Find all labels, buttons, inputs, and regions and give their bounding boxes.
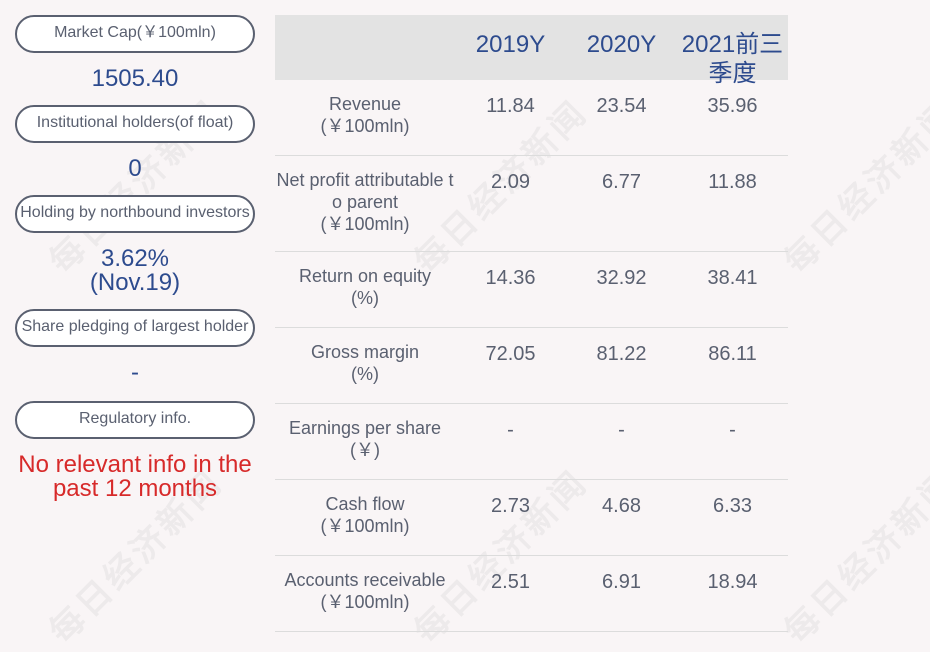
cell-2019: -: [507, 419, 514, 441]
table-row: Net profit attributable t o parent (￥100…: [275, 156, 788, 252]
metric-line: (%): [351, 288, 379, 308]
cell-2020: 32.92: [596, 267, 647, 289]
cell-2019: 2.09: [491, 171, 530, 193]
table-row: Gross margin (%) 72.05 81.22 86.11: [275, 328, 788, 404]
cell-2021q3: 35.96: [707, 95, 758, 117]
cell-2020: 6.91: [602, 571, 641, 593]
cell-2019: 2.73: [491, 495, 530, 517]
cell-2021q3: -: [729, 419, 736, 441]
metric-line: Cash flow: [325, 494, 405, 514]
share-pledging-value: -: [131, 359, 139, 386]
metric-line: (￥100mln): [320, 516, 410, 536]
regulatory-info-value: No relevant info in the: [18, 451, 252, 478]
northbound-holding-value: 3.62%: [100, 245, 170, 272]
cell-2019: 14.36: [485, 267, 536, 289]
cell-2020: 4.68: [602, 495, 641, 517]
metric-label: Return on equity (%): [275, 265, 455, 309]
cell-2020: 81.22: [596, 343, 647, 365]
metric-line: Return on equity: [298, 266, 432, 286]
metric-label: Earnings per share (￥): [275, 417, 455, 461]
header-2021q3-line2: 季度: [708, 60, 757, 87]
table-row: Return on equity (%) 14.36 32.92 38.41: [275, 252, 788, 328]
metric-label: Net profit attributable t o parent (￥100…: [275, 169, 455, 235]
metric-line: Revenue: [328, 94, 402, 114]
table-row: Accounts receivable (￥100mln) 2.51 6.91 …: [275, 556, 788, 632]
metric-line: (￥): [350, 440, 380, 460]
cell-2021q3: 86.11: [708, 343, 757, 365]
cell-2021q3: 11.88: [708, 171, 757, 193]
metric-line: Earnings per share: [288, 418, 442, 438]
financial-table: 2019Y 2020Y 2021前三 季度 Revenue (￥100mln) …: [275, 15, 788, 632]
cell-2020: 6.77: [602, 171, 641, 193]
metric-line: (%): [351, 364, 379, 384]
watermark: 每日经济新闻: [776, 462, 930, 652]
market-cap-value: 1505.40: [91, 65, 179, 92]
institutional-holders-label: Institutional holders(of float): [15, 105, 255, 143]
metric-label: Gross margin (%): [275, 341, 455, 385]
metric-label: Revenue (￥100mln): [275, 93, 455, 137]
cell-2020: -: [618, 419, 625, 441]
share-pledging-label: Share pledging of largest holder: [15, 309, 255, 347]
cell-2019: 72.05: [485, 343, 536, 365]
northbound-holding-label: Holding by northbound investors: [15, 195, 255, 233]
market-cap-label: Market Cap(￥100mln): [15, 15, 255, 53]
cell-2020: 23.54: [596, 95, 647, 117]
table-header: 2019Y 2020Y 2021前三 季度: [275, 15, 788, 87]
northbound-holding-date: (Nov.19): [89, 269, 181, 296]
cell-2019: 2.51: [491, 571, 530, 593]
metric-line: (￥100mln): [320, 214, 410, 234]
table-row: Revenue (￥100mln) 11.84 23.54 35.96: [275, 80, 788, 156]
cell-2021q3: 18.94: [707, 571, 758, 593]
metric-line: Net profit attributable t: [276, 170, 454, 190]
metric-line: (￥100mln): [320, 116, 410, 136]
institutional-holders-value: 0: [128, 155, 142, 182]
metric-label: Accounts receivable (￥100mln): [275, 569, 455, 613]
cell-2019: 11.84: [486, 95, 535, 117]
metric-line: Accounts receivable: [284, 570, 446, 590]
header-2019: 2019Y: [475, 31, 546, 58]
table-row: Earnings per share (￥) - - -: [275, 404, 788, 480]
table-row: Cash flow (￥100mln) 2.73 4.68 6.33: [275, 480, 788, 556]
header-2021q3-line1: 2021前三: [681, 31, 784, 58]
cell-2021q3: 38.41: [707, 267, 758, 289]
metric-label: Cash flow (￥100mln): [275, 493, 455, 537]
metric-line: o parent: [331, 192, 399, 212]
cell-2021q3: 6.33: [713, 495, 752, 517]
header-2020: 2020Y: [586, 31, 657, 58]
watermark: 每日经济新闻: [776, 92, 930, 282]
left-panel: Market Cap(￥100mln) 1505.40 Institutiona…: [15, 15, 255, 501]
regulatory-info-label: Regulatory info.: [15, 401, 255, 439]
header-2021q3: 2021前三 季度: [677, 30, 788, 88]
metric-line: (￥100mln): [320, 592, 410, 612]
metric-line: Gross margin: [310, 342, 420, 362]
regulatory-info-value-line2: past 12 months: [52, 475, 218, 502]
